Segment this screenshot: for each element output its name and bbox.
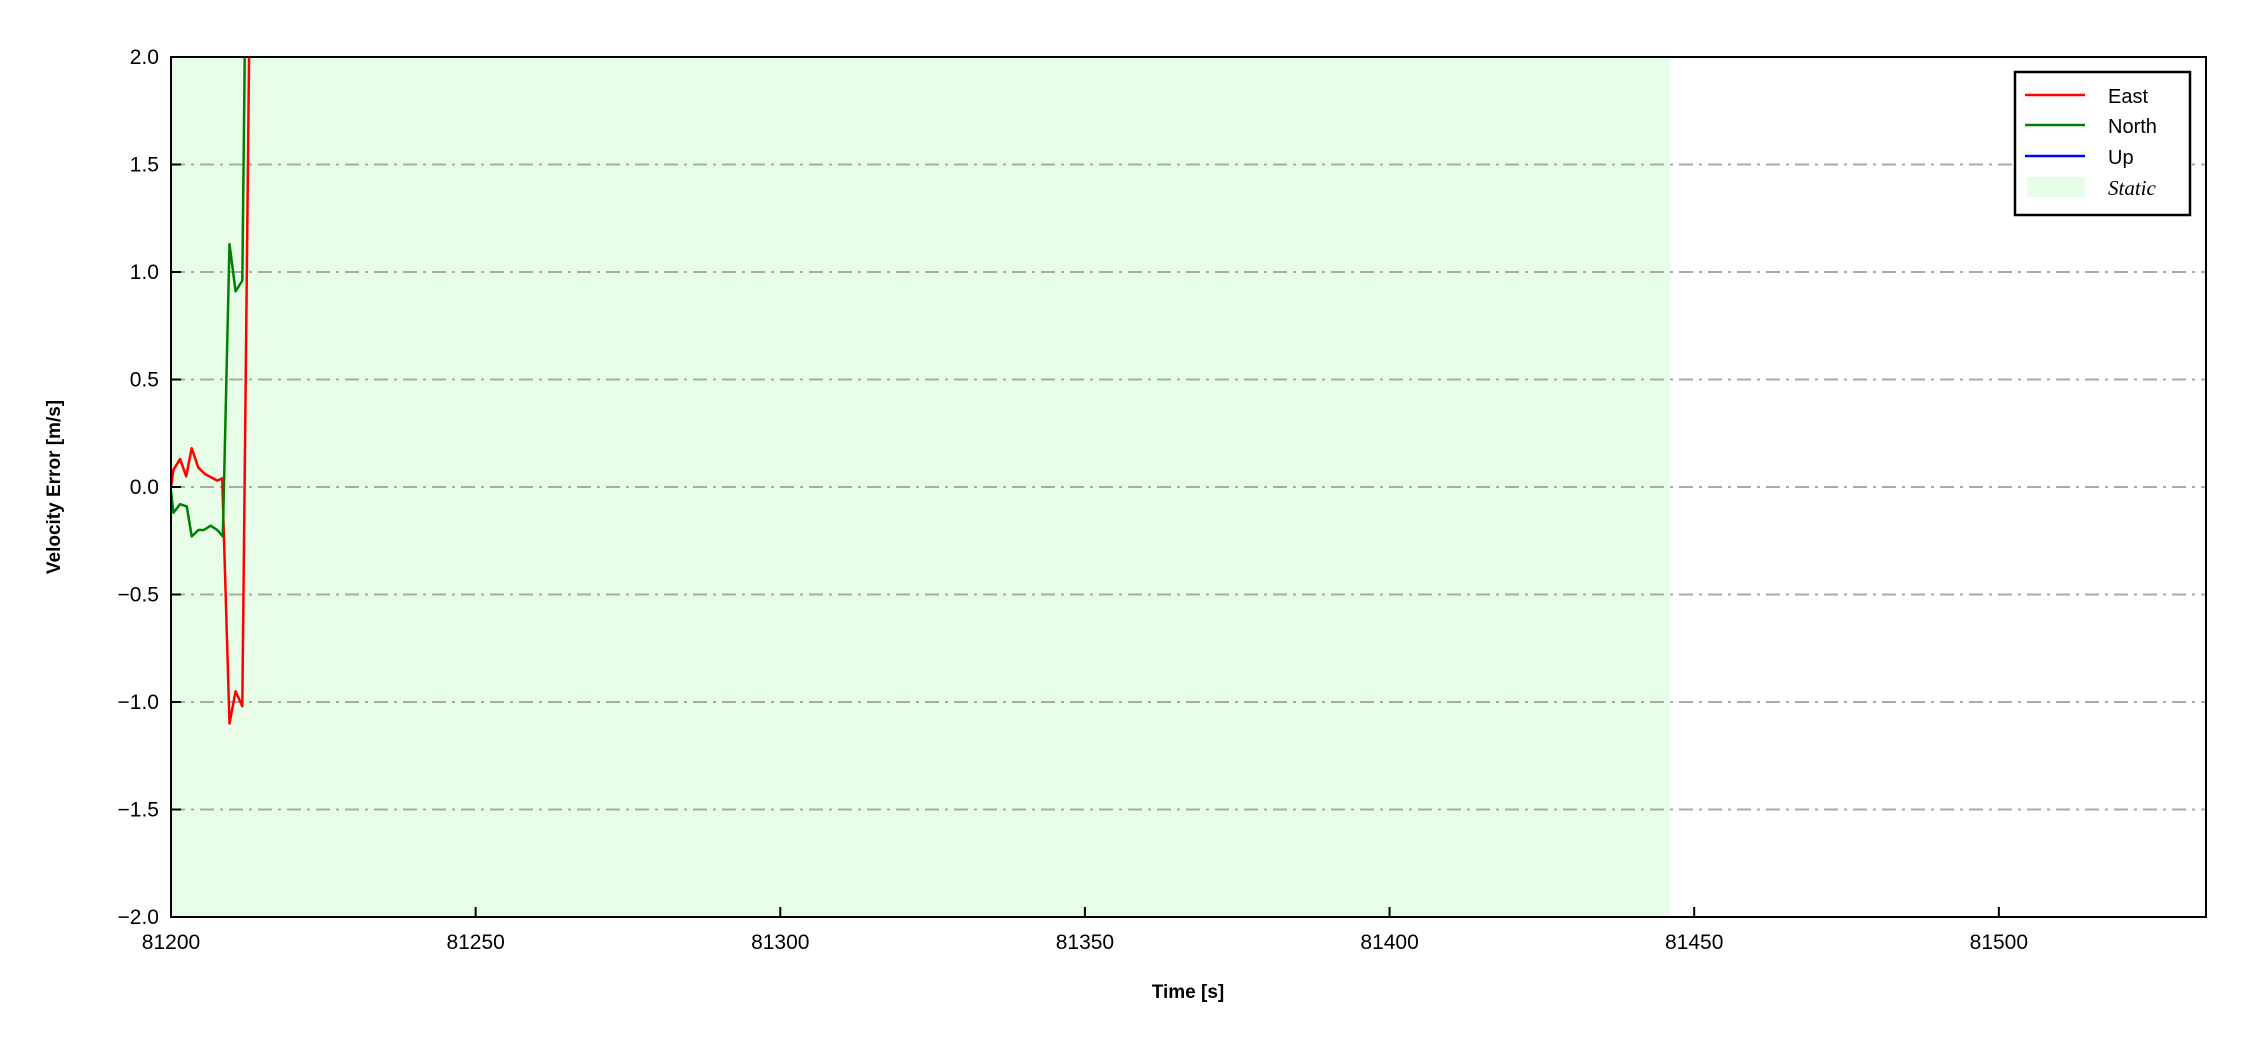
x-tick-label: 81500 xyxy=(1970,931,2028,954)
legend-label-up: Up xyxy=(2108,147,2134,169)
x-tick-label: 81300 xyxy=(751,931,809,954)
y-tick-label: 0.5 xyxy=(130,369,159,392)
x-axis-label: Time [s] xyxy=(1152,982,1225,1003)
y-tick-label: −1.0 xyxy=(118,691,159,714)
x-tick-label: 81200 xyxy=(142,931,200,954)
legend-label-north: North xyxy=(2108,116,2157,138)
y-tick-label: −1.5 xyxy=(118,799,159,822)
x-tick-label: 81350 xyxy=(1056,931,1114,954)
y-tick-label: −2.0 xyxy=(118,906,159,929)
x-tick-label: 81450 xyxy=(1665,931,1723,954)
y-tick-label: 1.0 xyxy=(130,261,159,284)
y-tick-label: 1.5 xyxy=(130,154,159,177)
legend-swatch-static xyxy=(2027,177,2085,197)
y-tick-label: −0.5 xyxy=(118,584,159,607)
x-tick-label: 81400 xyxy=(1360,931,1418,954)
legend: East North Up Static xyxy=(2013,70,2192,217)
series-line-east xyxy=(171,57,251,725)
x-tick-label: 81250 xyxy=(446,931,504,954)
legend-label-east: East xyxy=(2108,86,2148,108)
series-line-north xyxy=(171,57,246,538)
y-tick-label: 0.0 xyxy=(130,476,159,499)
y-axis-label: Velocity Error [m/s] xyxy=(44,400,65,574)
y-tick-label: 2.0 xyxy=(130,46,159,69)
legend-label-static: Static xyxy=(2108,176,2157,200)
